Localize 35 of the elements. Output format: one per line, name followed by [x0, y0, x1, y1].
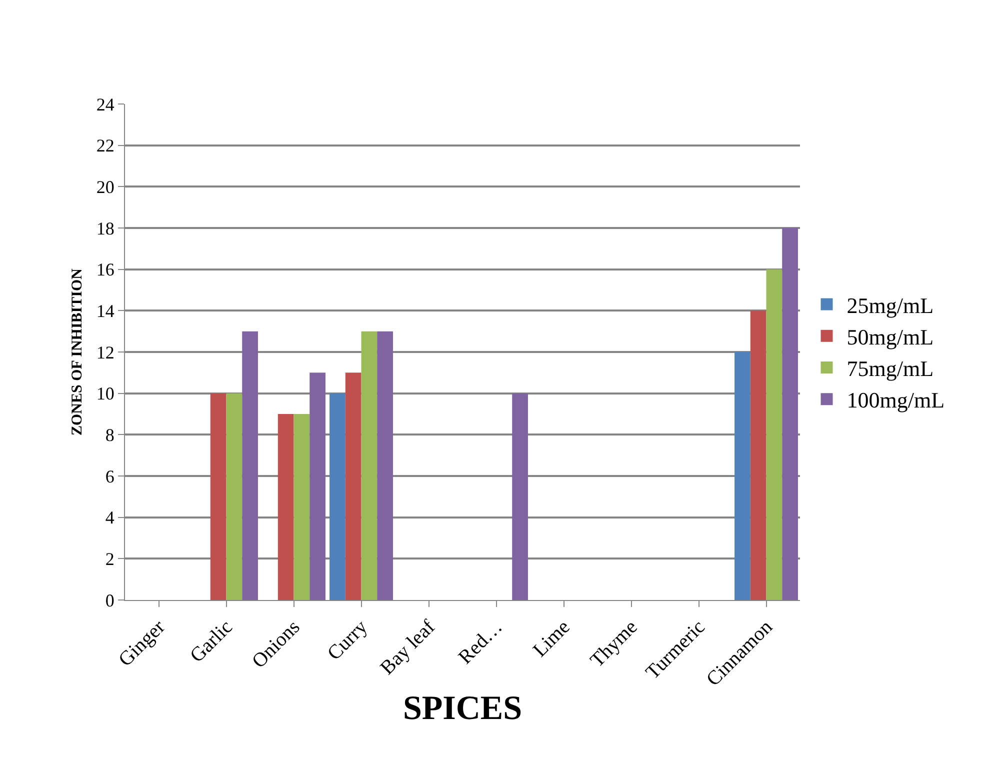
y-tick-label: 4	[105, 508, 114, 528]
bar	[345, 372, 362, 600]
bar	[226, 393, 242, 600]
bar	[278, 414, 294, 600]
bar	[330, 393, 346, 600]
x-tick-label: Bay leaf	[376, 616, 440, 680]
y-tick-label: 16	[96, 260, 114, 280]
bar	[750, 310, 766, 600]
bar	[766, 269, 782, 600]
y-axis-title: ZONES OF INHIBITION	[70, 268, 86, 436]
bar	[512, 393, 528, 600]
bar	[782, 228, 798, 600]
y-tick-label: 2	[105, 548, 114, 569]
y-tick-label: 20	[96, 176, 114, 197]
bar	[210, 393, 226, 600]
x-axis-title: SPICES	[402, 690, 522, 727]
legend-label: 50mg/mL	[846, 324, 934, 350]
y-tick-label: 0	[105, 590, 114, 610]
y-tick-label: 10	[96, 384, 114, 404]
y-tick-label: 22	[96, 136, 114, 156]
y-tick-label: 6	[105, 466, 114, 486]
legend-label: 75mg/mL	[846, 356, 934, 382]
bar	[242, 331, 258, 600]
y-tick-label: 24	[96, 94, 114, 114]
bar	[310, 372, 326, 600]
bar	[294, 414, 310, 600]
y-tick-label: 8	[105, 424, 114, 445]
y-tick-label: 12	[96, 342, 114, 362]
y-tick-label: 14	[96, 300, 114, 321]
legend-label: 25mg/mL	[846, 292, 934, 318]
bar	[361, 331, 378, 600]
y-tick-label: 18	[96, 218, 114, 238]
bar	[377, 331, 393, 600]
legend-label: 100mg/mL	[846, 388, 945, 413]
bar	[734, 352, 750, 600]
